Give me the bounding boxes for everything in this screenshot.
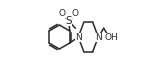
Text: O: O	[59, 9, 66, 18]
Text: O: O	[72, 9, 79, 18]
Text: OH: OH	[104, 32, 118, 42]
Text: N: N	[75, 32, 82, 42]
Text: S: S	[66, 16, 72, 26]
Text: N: N	[95, 32, 102, 42]
